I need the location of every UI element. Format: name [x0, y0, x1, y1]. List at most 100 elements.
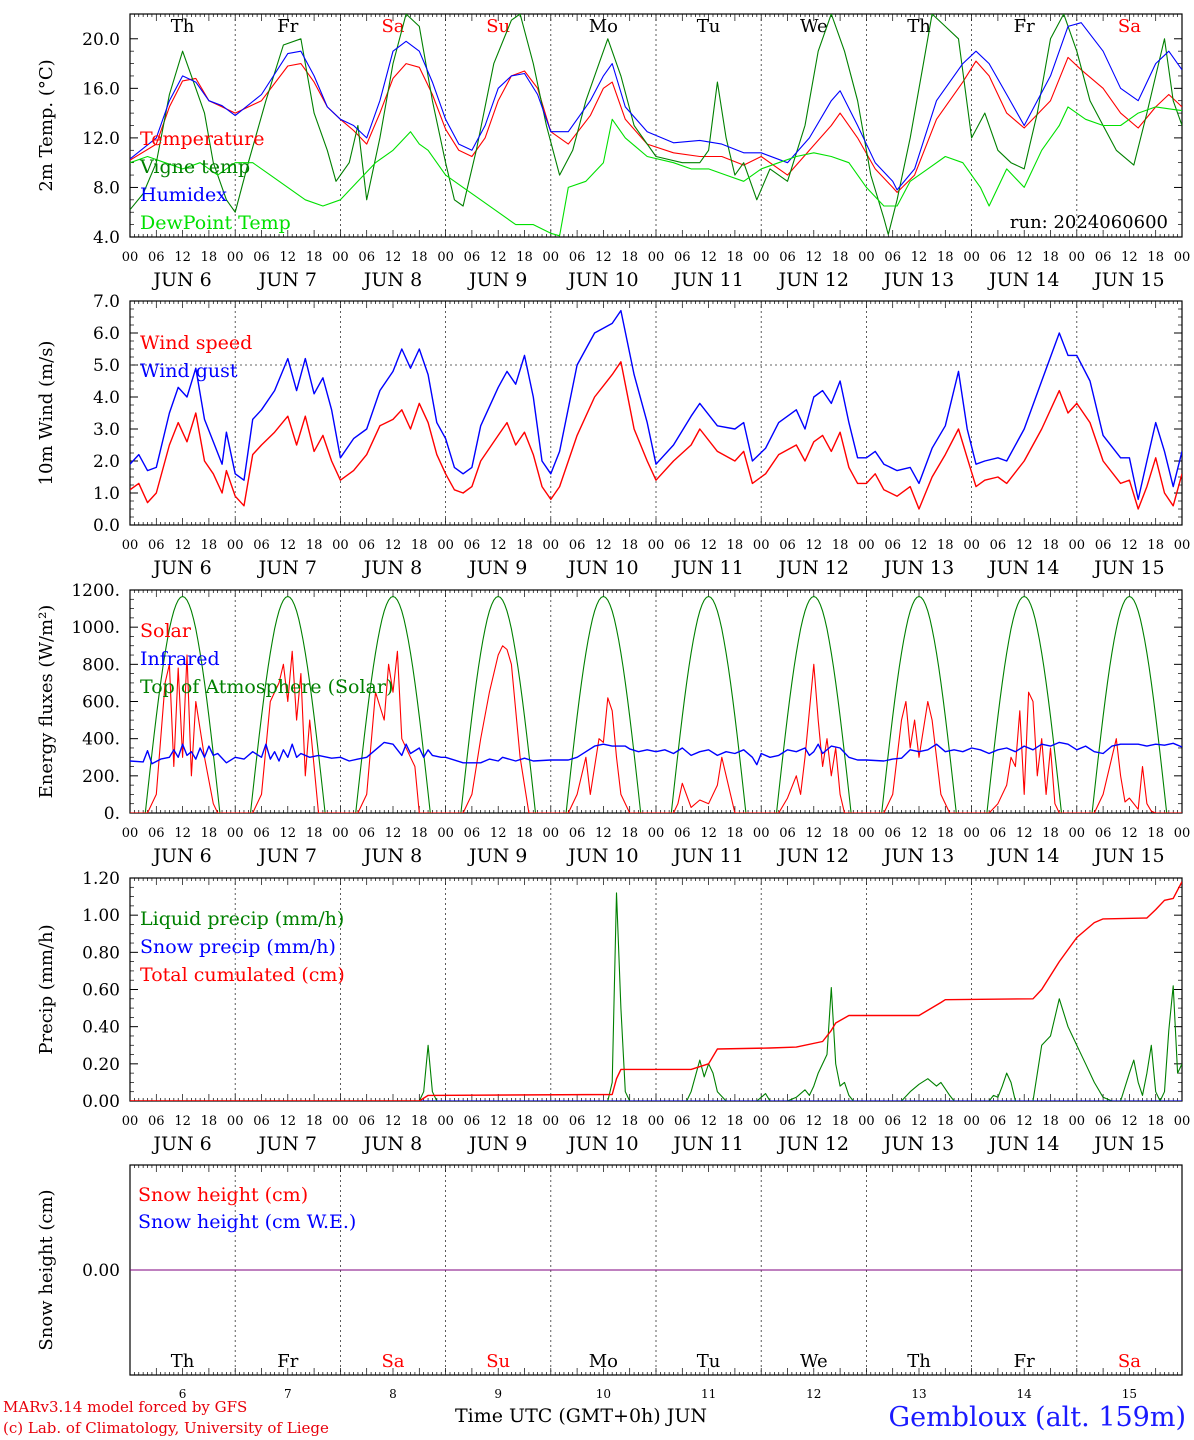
hour-tick-label: 00: [122, 250, 139, 265]
hour-tick-label: 12: [280, 538, 297, 553]
hour-tick-label: 00: [332, 1114, 349, 1129]
day-label: JUN 6: [151, 845, 211, 867]
series-line-infrared: [130, 741, 1182, 766]
y-tick-label: 600.: [82, 693, 120, 713]
hour-tick-label: 00: [227, 250, 244, 265]
hour-tick-label: 06: [569, 826, 586, 841]
hour-tick-label: 06: [358, 250, 375, 265]
hour-tick-label: 00: [1069, 538, 1086, 553]
hour-tick-label: 12: [911, 826, 928, 841]
hour-tick-label: 18: [937, 250, 954, 265]
lab-credit: (c) Lab. of Climatology, University of L…: [3, 1419, 329, 1437]
y-tick-label: 4.0: [93, 388, 120, 408]
day-label: JUN 15: [1092, 557, 1164, 579]
y-tick-label: 1.00: [82, 906, 120, 926]
station-name: Gembloux (alt. 159m): [888, 1402, 1186, 1433]
y-tick-label: 0.80: [82, 943, 120, 963]
day-label: JUN 13: [882, 269, 954, 291]
hour-tick-label: 12: [174, 826, 191, 841]
hour-tick-label: 06: [674, 1114, 691, 1129]
weekday-label: Sa: [1118, 16, 1141, 37]
hour-tick-label: 06: [253, 250, 270, 265]
day-label: JUN 15: [1092, 845, 1164, 867]
hour-tick-label: 06: [674, 250, 691, 265]
hour-tick-label: 06: [779, 826, 796, 841]
hour-tick-label: 00: [227, 826, 244, 841]
day-label: JUN 11: [671, 845, 743, 867]
day-label: JUN 10: [566, 269, 638, 291]
hour-tick-label: 06: [253, 826, 270, 841]
legend-entry: Snow precip (mm/h): [140, 936, 336, 958]
hour-tick-label: 00: [1174, 1114, 1191, 1129]
hour-tick-label: 12: [595, 826, 612, 841]
hour-tick-label: 00: [753, 250, 770, 265]
day-label: JUN 9: [467, 845, 527, 867]
hour-tick-label: 00: [963, 250, 980, 265]
series-line-total-cumulated-cm-: [130, 881, 1182, 1101]
y-tick-label: 0.20: [82, 1055, 120, 1075]
weekday-label: Su: [486, 1351, 510, 1372]
hour-tick-label: 12: [595, 250, 612, 265]
y-axis-title: 10m Wind (m/s): [36, 341, 57, 486]
hour-tick-label: 18: [832, 826, 849, 841]
hour-tick-label: 18: [516, 1114, 533, 1129]
y-axis-title: Precip (mm/h): [36, 924, 57, 1054]
hour-tick-label: 12: [595, 1114, 612, 1129]
series-line-temperature: [130, 56, 1182, 193]
hour-tick-label: 12: [1016, 826, 1033, 841]
hour-tick-label: 00: [648, 1114, 665, 1129]
hour-tick-label: 18: [832, 1114, 849, 1129]
legend-entry: Infrared: [140, 648, 220, 670]
hour-tick-label: 12: [490, 538, 507, 553]
hour-tick-label: 00: [437, 826, 454, 841]
hour-tick-label: 12: [280, 1114, 297, 1129]
y-tick-label: 0.00: [82, 1261, 120, 1281]
weekday-label: Fr: [277, 1351, 298, 1372]
hour-tick-label: 12: [806, 538, 823, 553]
hour-tick-label: 12: [700, 826, 717, 841]
hour-tick-label: 06: [1095, 538, 1112, 553]
hour-tick-label: 18: [1147, 826, 1164, 841]
y-tick-label: 20.0: [82, 30, 120, 50]
hour-tick-label: 18: [1147, 538, 1164, 553]
hour-tick-label: 00: [332, 538, 349, 553]
hour-tick-label: 12: [911, 538, 928, 553]
y-tick-label: 3.0: [93, 420, 120, 440]
hour-tick-label: 12: [174, 1114, 191, 1129]
hour-tick-label: 12: [280, 826, 297, 841]
hour-tick-label: 06: [148, 826, 165, 841]
hour-tick-label: 00: [543, 1114, 560, 1129]
day-label: JUN 14: [987, 1133, 1059, 1155]
day-label: JUN 10: [566, 1133, 638, 1155]
hour-tick-label: 00: [648, 538, 665, 553]
hour-tick-label: 00: [437, 1114, 454, 1129]
series-line-top-of-atmosphere: [130, 595, 1182, 813]
hour-tick-label: 06: [358, 826, 375, 841]
hour-tick-label: 18: [516, 538, 533, 553]
weekday-label: Fr: [277, 16, 298, 37]
weekday-label: Sa: [381, 1351, 404, 1372]
day-label: JUN 6: [151, 557, 211, 579]
hour-tick-label: 18: [727, 1114, 744, 1129]
hour-tick-label: 00: [648, 826, 665, 841]
weekday-label: Mo: [589, 16, 618, 37]
day-number: 14: [1017, 1387, 1033, 1401]
hour-tick-label: 06: [148, 538, 165, 553]
hour-tick-label: 12: [911, 1114, 928, 1129]
weekday-label: Th: [171, 1351, 195, 1372]
day-label: JUN 9: [467, 1133, 527, 1155]
hour-tick-label: 18: [516, 250, 533, 265]
day-label: JUN 10: [566, 557, 638, 579]
hour-tick-label: 12: [1121, 538, 1138, 553]
y-tick-label: 1200.: [71, 581, 120, 601]
hour-tick-label: 12: [806, 250, 823, 265]
day-label: JUN 13: [882, 845, 954, 867]
legend-entry: Wind speed: [140, 332, 252, 354]
series-line-dewpoint-temp: [130, 106, 1182, 237]
hour-tick-label: 00: [858, 538, 875, 553]
y-tick-label: 6.0: [93, 324, 120, 344]
hour-tick-label: 18: [1147, 1114, 1164, 1129]
day-label: JUN 12: [777, 845, 849, 867]
hour-tick-label: 18: [1042, 1114, 1059, 1129]
hour-tick-label: 18: [411, 250, 428, 265]
